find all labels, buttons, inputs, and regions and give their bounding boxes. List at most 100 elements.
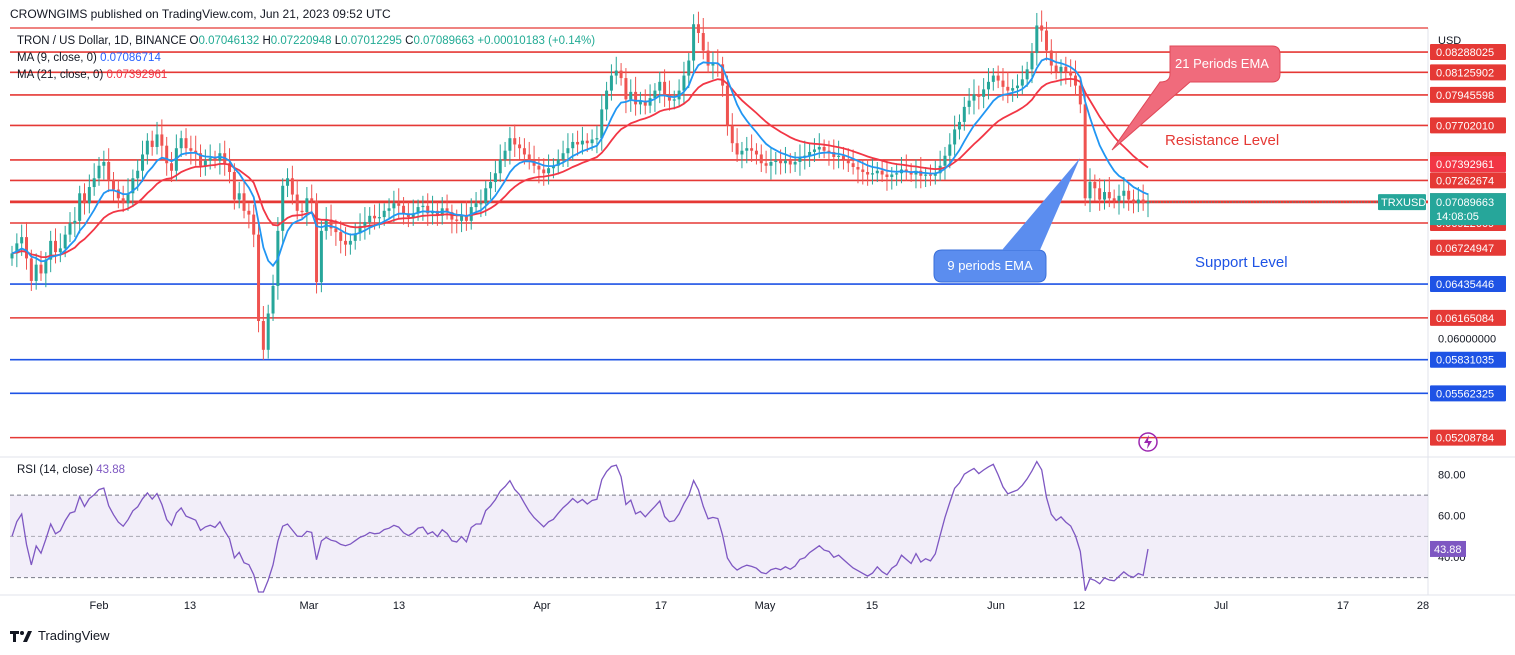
candle-body	[1064, 66, 1068, 72]
resistance-level-label: Resistance Level	[1165, 132, 1279, 149]
candle-body	[977, 94, 981, 97]
candle-body	[706, 50, 710, 66]
candle-body	[711, 63, 715, 66]
high-value: 0.07220948	[270, 35, 332, 47]
time-tick-label: May	[755, 600, 776, 612]
candle-body	[160, 134, 164, 146]
candle-body	[213, 158, 217, 161]
candle-body	[513, 138, 517, 145]
candle-body	[484, 188, 488, 204]
candle-body	[363, 222, 367, 226]
candle-body	[155, 134, 159, 147]
candle-body	[121, 198, 125, 204]
ema9-line	[11, 57, 1149, 268]
candle-body	[20, 237, 24, 244]
candle-body	[290, 178, 294, 195]
candle-body	[924, 174, 928, 176]
candle-body	[319, 230, 323, 283]
price-level-label: 0.05562325	[1436, 388, 1494, 400]
price-level-tag	[1430, 156, 1506, 173]
candle-body	[145, 140, 149, 155]
candle-body	[315, 200, 319, 283]
candle-body	[595, 138, 599, 140]
candle-body	[832, 151, 836, 157]
ma9-legend: MA (9, close, 0) 0.07086714	[17, 52, 161, 64]
price-level-tag	[1430, 351, 1506, 368]
lightning-bolt-icon	[1144, 435, 1152, 449]
candle-body	[329, 219, 333, 229]
candle-body	[170, 163, 174, 171]
candle-body	[725, 85, 729, 126]
candle-body	[300, 210, 304, 213]
candle-body	[580, 140, 584, 145]
candle-body	[368, 215, 372, 223]
candle-body	[561, 153, 565, 160]
time-tick-label: 17	[1337, 600, 1349, 612]
candle-body	[194, 150, 198, 154]
candle-body	[107, 161, 111, 180]
candle-body	[1131, 199, 1135, 204]
candle-body	[556, 159, 560, 166]
time-tick-label: 17	[655, 600, 667, 612]
candle-body	[1107, 192, 1111, 199]
candle-body	[1122, 190, 1126, 196]
candle-body	[29, 258, 33, 281]
candle-body	[614, 70, 618, 76]
price-pane	[10, 28, 1428, 455]
candle-body	[866, 172, 870, 175]
ema9-callout-box	[933, 249, 1047, 283]
candle-body	[571, 141, 575, 149]
price-level-label: 0.06435446	[1436, 279, 1494, 291]
rsi-label: RSI (14, close)	[17, 464, 94, 476]
candle-body	[455, 219, 459, 221]
candle-body	[474, 203, 478, 208]
candle-body	[870, 173, 874, 175]
candle-body	[1059, 66, 1063, 72]
candle-body	[228, 163, 232, 173]
candle-body	[537, 165, 541, 170]
candle-body	[1078, 85, 1082, 105]
candle-body	[1112, 198, 1116, 201]
candle-body	[165, 145, 169, 164]
candle-body	[957, 121, 961, 130]
candle-body	[788, 160, 792, 165]
price-level-tag	[1430, 276, 1506, 293]
candle-body	[590, 139, 594, 144]
candle-body	[793, 161, 797, 165]
time-tick-label: Jul	[1214, 600, 1228, 612]
price-level-label: 0.07262674	[1436, 175, 1494, 187]
candle-body	[1030, 53, 1034, 70]
high-label: H	[262, 35, 271, 47]
candle-body	[522, 148, 526, 155]
candle-body	[184, 138, 188, 149]
candle-body	[551, 165, 555, 169]
candle-body	[759, 154, 763, 164]
candle-body	[885, 174, 889, 178]
candle-body	[822, 146, 826, 151]
candle-body	[92, 178, 96, 188]
candle-body	[78, 193, 82, 221]
candle-body	[247, 210, 251, 215]
rsi-value: 43.88	[96, 464, 126, 476]
candle-body	[1015, 85, 1019, 89]
candle-body	[967, 100, 971, 107]
candle-body	[1098, 188, 1102, 200]
price-level-label: 0.07945598	[1436, 90, 1494, 102]
candle-body	[808, 151, 812, 156]
candle-body	[450, 212, 454, 220]
candle-body	[373, 215, 377, 219]
candle-body	[252, 214, 256, 235]
candle-body	[1035, 25, 1039, 54]
candle-body	[692, 24, 696, 61]
candle-body	[508, 138, 512, 151]
ma9-label: MA (9, close, 0)	[17, 52, 97, 64]
candle-body	[851, 163, 855, 167]
candle-body	[634, 91, 638, 105]
ema21-callout	[1111, 45, 1281, 151]
candle-body	[261, 321, 265, 350]
candle-body	[880, 170, 884, 175]
ma21-value: 0.07392961	[106, 69, 168, 81]
candle-body	[566, 148, 570, 154]
candle-body	[658, 81, 662, 91]
